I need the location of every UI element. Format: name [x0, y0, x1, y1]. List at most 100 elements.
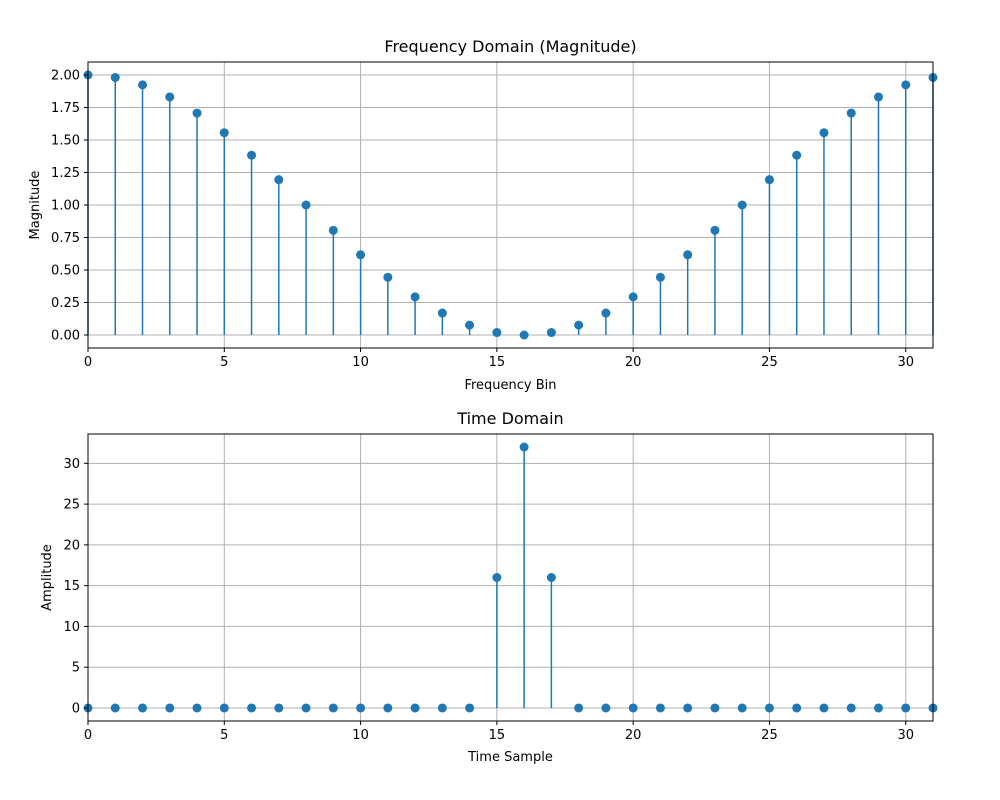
- time-ytick-label-5: 25: [63, 498, 80, 513]
- time-marker-3: [165, 703, 175, 713]
- frequency-marker-1: [110, 72, 120, 82]
- time-axes-frame: [87, 433, 934, 722]
- time-marker-10: [356, 703, 366, 713]
- frequency-marker-3: [165, 92, 175, 102]
- frequency-marker-24: [737, 200, 747, 210]
- frequency-ytick-label-0: 0.00: [51, 329, 80, 344]
- frequency-marker-10: [356, 250, 366, 260]
- time-xtick-label-1: 5: [220, 728, 228, 743]
- time-xtick-label-6: 30: [897, 728, 914, 743]
- frequency-domain-panel: 0 5 10 15 20 25 30 0.00 0.25 0.50 0.75 1.00 1.25 1.50…: [28, 37, 938, 393]
- time-marker-2: [138, 703, 148, 713]
- time-marker-25: [764, 703, 774, 713]
- time-marker-19: [601, 703, 611, 713]
- frequency-xtick-label-3: 15: [489, 355, 506, 370]
- time-marker-13: [437, 703, 447, 713]
- time-marker-15: [492, 573, 502, 582]
- time-marker-6: [247, 703, 257, 713]
- time-marker-12: [410, 703, 420, 713]
- frequency-ytick-label-7: 1.75: [51, 101, 80, 116]
- time-marker-22: [683, 703, 693, 713]
- frequency-x-axis-label: Frequency Bin: [464, 378, 556, 393]
- time-marker-27: [819, 703, 829, 713]
- frequency-marker-6: [247, 150, 257, 160]
- frequency-marker-27: [819, 128, 829, 138]
- time-marker-17: [546, 573, 556, 582]
- time-marker-18: [574, 703, 584, 713]
- frequency-marker-25: [764, 175, 774, 185]
- time-xtick-label-0: 0: [84, 728, 92, 743]
- frequency-marker-11: [383, 272, 393, 282]
- time-ytick-label-6: 30: [63, 457, 80, 472]
- time-marker-29: [873, 703, 883, 713]
- frequency-marker-21: [655, 272, 665, 282]
- time-ytick-label-4: 20: [63, 538, 80, 553]
- frequency-marker-16: [519, 330, 529, 340]
- frequency-xtick-label-6: 30: [897, 355, 914, 370]
- frequency-marker-28: [846, 108, 856, 118]
- frequency-xtick-label-1: 5: [220, 355, 228, 370]
- frequency-xtick-label-4: 20: [625, 355, 642, 370]
- frequency-marker-8: [301, 200, 311, 210]
- time-marker-4: [192, 703, 202, 713]
- frequency-marker-5: [219, 128, 229, 138]
- time-marker-11: [383, 703, 393, 713]
- time-ytick-label-0: 0: [72, 701, 80, 716]
- frequency-ytick-label-4: 1.00: [51, 199, 80, 214]
- frequency-ytick-label-1: 0.25: [51, 296, 80, 311]
- time-marker-20: [628, 703, 638, 713]
- time-marker-30: [901, 703, 911, 713]
- frequency-marker-15: [492, 328, 502, 338]
- time-xtick-label-2: 10: [352, 728, 369, 743]
- frequency-xtick-label-2: 10: [352, 355, 369, 370]
- time-ytick-label-1: 5: [72, 661, 80, 676]
- frequency-marker-20: [628, 292, 638, 302]
- time-marker-5: [219, 703, 229, 713]
- frequency-marker-19: [601, 308, 611, 318]
- time-marker-14: [465, 703, 475, 713]
- time-marker-28: [846, 703, 856, 713]
- time-x-axis-label: Time Sample: [467, 750, 553, 765]
- frequency-xtick-label-0: 0: [84, 355, 92, 370]
- frequency-marker-22: [683, 250, 693, 260]
- time-ytick-label-2: 10: [63, 620, 80, 635]
- frequency-marker-17: [546, 328, 556, 338]
- time-marker-21: [655, 703, 665, 713]
- time-domain-panel: 0 5 10 15 20 25 30 0 5 10 15 20 25 30 Time Domain Time …: [40, 409, 938, 765]
- time-marker-23: [710, 703, 720, 713]
- frequency-marker-30: [901, 80, 911, 90]
- frequency-xtick-label-5: 25: [761, 355, 778, 370]
- time-xtick-label-5: 25: [761, 728, 778, 743]
- time-marker-9: [328, 703, 338, 713]
- frequency-y-axis-label: Magnitude: [28, 171, 43, 240]
- frequency-ytick-label-8: 2.00: [51, 69, 80, 84]
- time-chart-title: Time Domain: [456, 409, 563, 428]
- frequency-marker-29: [873, 92, 883, 102]
- time-y-axis-label: Amplitude: [40, 544, 55, 611]
- frequency-marker-18: [574, 320, 584, 330]
- time-marker-8: [301, 703, 311, 713]
- frequency-marker-2: [138, 80, 148, 90]
- frequency-ytick-label-6: 1.50: [51, 134, 80, 149]
- time-xtick-label-4: 20: [625, 728, 642, 743]
- frequency-marker-23: [710, 225, 720, 235]
- time-xtick-label-3: 15: [489, 728, 506, 743]
- time-marker-16: [519, 442, 529, 452]
- frequency-ytick-label-2: 0.50: [51, 264, 80, 279]
- frequency-marker-12: [410, 292, 420, 302]
- frequency-marker-7: [274, 175, 284, 185]
- frequency-marker-26: [792, 150, 802, 160]
- frequency-marker-4: [192, 108, 202, 118]
- time-marker-7: [274, 703, 284, 713]
- time-marker-26: [792, 703, 802, 713]
- time-ytick-label-3: 15: [63, 579, 80, 594]
- frequency-ytick-label-3: 0.75: [51, 231, 80, 246]
- frequency-ytick-label-5: 1.25: [51, 166, 80, 181]
- time-marker-24: [737, 703, 747, 713]
- frequency-chart-title: Frequency Domain (Magnitude): [384, 37, 636, 56]
- frequency-marker-9: [328, 225, 338, 235]
- frequency-marker-14: [465, 320, 475, 330]
- frequency-marker-13: [437, 308, 447, 318]
- time-marker-1: [110, 703, 120, 713]
